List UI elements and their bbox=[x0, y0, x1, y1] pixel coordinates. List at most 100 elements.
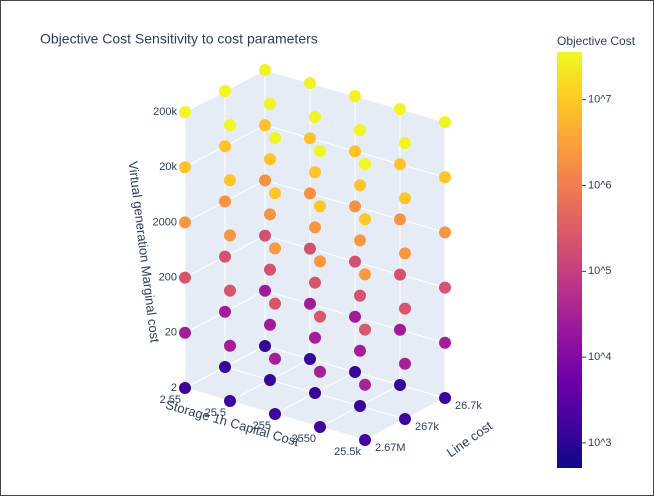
point bbox=[349, 90, 361, 102]
point bbox=[354, 179, 366, 192]
point bbox=[259, 64, 271, 76]
point bbox=[354, 344, 366, 357]
point bbox=[354, 124, 366, 136]
point bbox=[394, 103, 406, 115]
point bbox=[264, 374, 276, 386]
y-tick-label: 267k bbox=[415, 421, 439, 433]
point bbox=[219, 305, 231, 318]
z-tick-label: 200 bbox=[159, 272, 177, 284]
point bbox=[309, 221, 321, 234]
x-tick-label: 25.5k bbox=[334, 446, 361, 458]
point bbox=[349, 366, 361, 378]
point bbox=[269, 408, 281, 420]
point bbox=[359, 213, 371, 226]
point bbox=[269, 132, 281, 144]
point bbox=[309, 111, 321, 123]
point bbox=[394, 379, 406, 391]
point bbox=[259, 229, 271, 242]
point bbox=[399, 192, 411, 205]
point bbox=[304, 77, 316, 89]
point bbox=[399, 137, 411, 149]
x-tick-label: 25.5 bbox=[205, 407, 226, 419]
point bbox=[399, 302, 411, 315]
point bbox=[394, 323, 406, 336]
point bbox=[394, 268, 406, 281]
z-tick-label: 200k bbox=[153, 106, 177, 118]
point bbox=[224, 174, 236, 187]
point bbox=[349, 200, 361, 213]
point bbox=[354, 289, 366, 302]
point bbox=[439, 281, 451, 294]
z-tick-label: 20 bbox=[165, 327, 177, 339]
chart-title: Objective Cost Sensitivity to cost param… bbox=[40, 31, 318, 47]
point bbox=[359, 323, 371, 336]
point bbox=[439, 226, 451, 239]
point bbox=[309, 276, 321, 289]
point bbox=[224, 119, 236, 131]
point bbox=[439, 392, 451, 404]
point bbox=[439, 336, 451, 349]
point bbox=[219, 140, 231, 153]
point bbox=[179, 382, 191, 394]
colorbar-tick-label: 10^5 bbox=[588, 265, 612, 277]
point bbox=[314, 200, 326, 213]
point bbox=[219, 195, 231, 208]
point bbox=[309, 331, 321, 344]
point bbox=[304, 297, 316, 310]
z-tick-label: 20k bbox=[159, 161, 177, 173]
point bbox=[264, 153, 276, 166]
point bbox=[259, 340, 271, 352]
y-tick-label: 26.7k bbox=[455, 400, 482, 412]
point bbox=[394, 158, 406, 171]
point bbox=[314, 421, 326, 433]
colorbar-tick-label: 10^4 bbox=[588, 351, 612, 363]
point bbox=[314, 255, 326, 268]
colorbar-tick-label: 10^7 bbox=[588, 94, 612, 106]
colorbar bbox=[557, 52, 582, 468]
point bbox=[179, 161, 191, 174]
point bbox=[269, 352, 281, 365]
point bbox=[304, 242, 316, 255]
point bbox=[314, 365, 326, 378]
y-tick-label: 2.67M bbox=[375, 442, 406, 454]
point bbox=[259, 119, 271, 132]
point bbox=[224, 284, 236, 297]
point bbox=[304, 132, 316, 145]
point bbox=[304, 353, 316, 365]
x-tick-label: 255 bbox=[253, 420, 271, 432]
point bbox=[399, 247, 411, 260]
point bbox=[349, 255, 361, 268]
point bbox=[399, 357, 411, 370]
point bbox=[179, 271, 191, 284]
z-tick-label: 2 bbox=[171, 382, 177, 394]
colorbar-title: Objective Cost bbox=[557, 34, 636, 48]
point bbox=[259, 174, 271, 187]
point bbox=[219, 250, 231, 263]
x-tick-label: 2.55 bbox=[160, 394, 181, 406]
point bbox=[264, 98, 276, 110]
point bbox=[269, 297, 281, 310]
point bbox=[309, 387, 321, 399]
colorbar-tick-label: 10^6 bbox=[588, 179, 612, 191]
point bbox=[269, 242, 281, 255]
point bbox=[439, 116, 451, 128]
point bbox=[354, 400, 366, 412]
point bbox=[179, 106, 191, 118]
point bbox=[399, 413, 411, 425]
point bbox=[259, 284, 271, 297]
point bbox=[314, 310, 326, 323]
point bbox=[224, 339, 236, 352]
point bbox=[264, 263, 276, 276]
point bbox=[179, 326, 191, 339]
point bbox=[359, 434, 371, 446]
point bbox=[224, 395, 236, 407]
point bbox=[264, 318, 276, 331]
point bbox=[269, 187, 281, 200]
point bbox=[359, 378, 371, 391]
point bbox=[439, 171, 451, 184]
colorbar-tick-label: 10^3 bbox=[588, 437, 612, 449]
point bbox=[264, 208, 276, 221]
point bbox=[349, 310, 361, 323]
point bbox=[219, 85, 231, 97]
